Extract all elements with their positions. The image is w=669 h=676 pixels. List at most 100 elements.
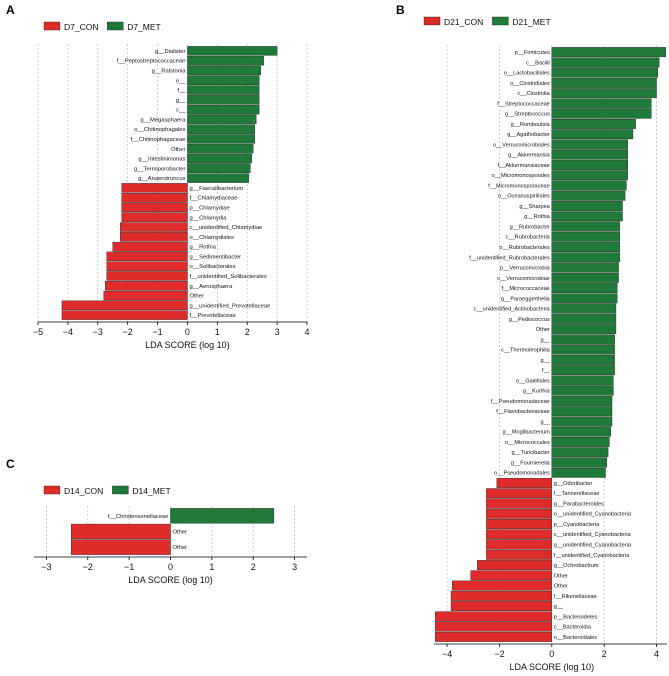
category-label-b: g__Agathobacter [507, 132, 550, 138]
category-label-a: g__Ralstonia [152, 68, 187, 74]
bar-b [551, 375, 614, 386]
category-label-b: f__Streptococcaceae [497, 101, 550, 107]
bar-a [187, 173, 249, 183]
x-tick-label-b: 2 [602, 649, 607, 659]
category-label-b: f__unidentified_Cyanobacteria [554, 553, 630, 559]
x-tick-label-a: −1 [152, 327, 162, 337]
category-label-b: o__Bacteroidales [554, 635, 597, 641]
bar-b [551, 67, 659, 78]
bar-b [551, 344, 615, 355]
bar-a [106, 271, 188, 281]
category-label-a: p__Chlamydiae [189, 205, 229, 211]
category-label-a: Other [189, 294, 204, 300]
category-label-b: g__Romboutsia [511, 122, 551, 128]
category-label-b: g__ [540, 419, 550, 425]
bar-c [71, 539, 171, 555]
x-tick-label-a: 3 [275, 327, 280, 337]
category-label-b: g__Moglibacterium [503, 430, 551, 436]
x-tick-label-b: −2 [494, 649, 504, 659]
bar-b [551, 334, 615, 345]
x-axis-label-a: LDA SCORE (log 10) [145, 340, 230, 350]
category-label-b: g__Ochrobactrum [554, 563, 599, 569]
bar-a [187, 95, 260, 105]
category-label-a: f__Prevotellaceae [189, 313, 235, 319]
bar-b [435, 631, 553, 642]
bar-b [486, 519, 553, 529]
category-label-b: o__unidentified_Cyanobacteria [554, 512, 632, 518]
bar-a [121, 212, 188, 222]
x-tick-label-b: 4 [654, 649, 659, 659]
bar-a [187, 144, 254, 154]
category-label-b: o__Clostridiales [510, 81, 550, 87]
category-label-b: p__Cyanobacteria [554, 522, 600, 528]
bar-b [551, 231, 621, 242]
category-label-b: o__Rubrobacterales [499, 245, 550, 251]
category-label-a: g__Anaerotruncus [138, 176, 185, 182]
category-label-b: f__ [542, 368, 551, 374]
bar-a [106, 261, 188, 271]
bar-b [551, 98, 652, 109]
category-label-a: o__Solibacterales [189, 264, 235, 270]
category-label-b: p__Bacteroidetes [554, 614, 598, 620]
bar-a [187, 153, 252, 164]
x-tick-label-a: −2 [123, 327, 133, 337]
legend-label-met: D21_MET [512, 17, 550, 27]
bar-a [119, 222, 188, 232]
bar-b [551, 324, 617, 335]
bar-b [551, 190, 626, 201]
category-label-b: c__Verrucomicrobiae [497, 276, 550, 282]
category-label-a: Other [171, 147, 186, 153]
x-axis-label-b: LDA SCORE (log 10) [510, 662, 595, 672]
category-label-b: f__Akkermansiaceae [498, 163, 550, 169]
category-label-a: f__Chlamydiaceae [189, 196, 237, 202]
category-label-a: g__Aerosphaera [189, 284, 233, 290]
category-label-c: f__Christensenellaceae [108, 514, 169, 520]
legend-swatch-met [492, 16, 509, 26]
category-label-b: c__Bacilli [526, 60, 550, 66]
category-label-a: g__unidentified_Prevotellaceae [189, 303, 270, 309]
bar-a [187, 104, 260, 115]
bar-b [450, 601, 553, 612]
category-label-b: f__unidentified_Rubrobacterales [469, 255, 550, 261]
bar-a [187, 55, 264, 66]
category-label-b: o__Gaiellales [516, 378, 550, 384]
bar-b [486, 529, 553, 540]
x-tick-label-a: 4 [304, 327, 309, 337]
bar-b [551, 88, 657, 99]
bar-b [551, 119, 636, 129]
category-label-b: g__Kurthia [523, 389, 551, 395]
x-tick-label-c: 2 [251, 562, 256, 572]
bar-b [551, 303, 617, 314]
bar-b [486, 508, 553, 519]
legend-swatch-con [43, 485, 61, 495]
category-label-b: g__Fournierella [511, 460, 551, 466]
category-label-b: Other [536, 327, 550, 333]
category-label-b: g__Akkermansia [508, 153, 551, 159]
category-label-a: o__Chitinophagales [134, 127, 185, 133]
bar-b [551, 160, 628, 170]
bar-a [105, 281, 188, 291]
category-label-b: f__Tannerellaceae [554, 491, 600, 497]
category-label-b: g__ [540, 337, 550, 343]
bar-a [187, 75, 260, 85]
bar-b [551, 77, 657, 88]
x-axis-label-c: LDA SCORE (log 10) [128, 575, 213, 585]
bar-a [187, 65, 261, 76]
category-label-b: o__Oceanospirillales [498, 194, 550, 200]
panel-label-a: A [6, 3, 15, 17]
category-label-b: g__Rubrobacter [510, 224, 550, 230]
bar-c [170, 508, 275, 524]
legend-swatch-met [112, 485, 129, 495]
x-tick-label-a: −3 [93, 327, 103, 337]
bar-b [551, 272, 619, 283]
bar-b [496, 478, 553, 488]
bar-b [551, 221, 621, 232]
bar-a [103, 290, 188, 301]
bar-b [551, 457, 607, 468]
bar-b [551, 365, 615, 376]
category-label-b: f__Rikenellaceae [554, 594, 597, 600]
panel-label-c: C [6, 457, 15, 471]
category-label-b: f__Pseudomonadaceae [491, 399, 550, 405]
category-label-b: g__Streptococcus [505, 112, 550, 118]
